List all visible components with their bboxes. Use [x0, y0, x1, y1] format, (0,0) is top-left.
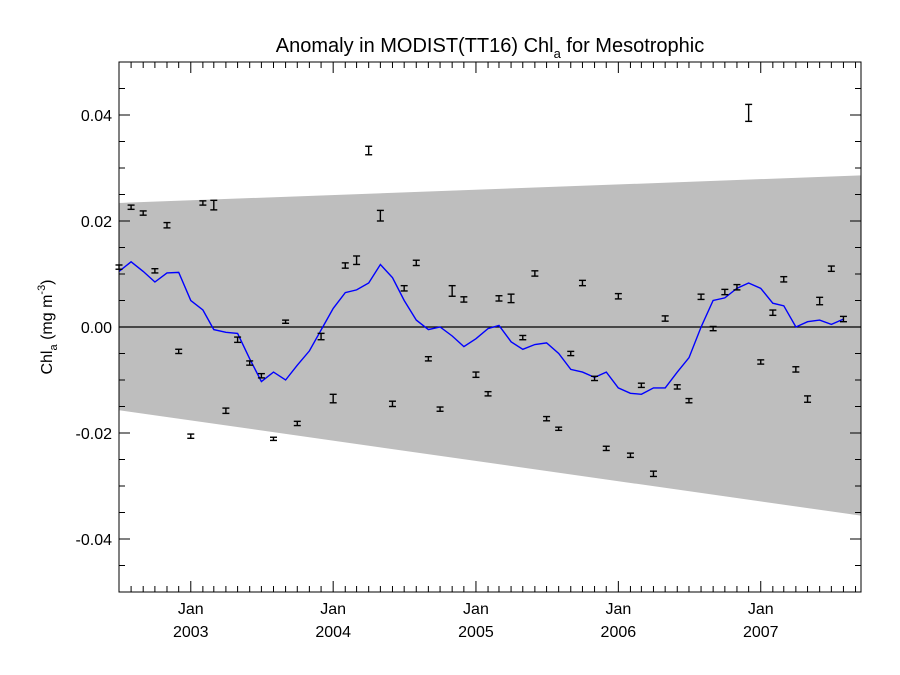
errorbar-point — [246, 360, 254, 366]
errorbar-point — [649, 470, 657, 478]
x-tick-label-year: 2007 — [743, 624, 779, 641]
errorbar-point — [484, 390, 492, 397]
errorbar-point — [151, 268, 159, 274]
x-axis: Jan 2003 Jan 2004 Jan 2005 Jan 2006 Jan 2007 — [118, 62, 857, 641]
errorbar-point — [293, 420, 301, 427]
errorbar-point — [709, 325, 717, 332]
x-tick-label-year: 2004 — [315, 624, 351, 641]
errorbar-layer — [115, 103, 847, 478]
errorbar-point — [661, 315, 669, 322]
errorbar-point — [637, 382, 645, 389]
confidence-band — [119, 175, 861, 516]
errorbar-point — [472, 371, 480, 379]
errorbar-point — [757, 359, 765, 365]
errorbar-point — [519, 334, 527, 341]
x-tick-label-month: Jan — [605, 601, 631, 618]
errorbar-point — [543, 415, 551, 422]
errorbar-point — [388, 400, 396, 408]
y-tick-label: 0.00 — [81, 320, 112, 337]
errorbar-point — [614, 292, 622, 300]
errorbar-point — [804, 395, 812, 403]
errorbar-point — [839, 315, 847, 323]
errorbar-point — [827, 265, 835, 273]
errorbar-point — [365, 145, 373, 156]
errorbar-point — [448, 284, 456, 297]
errorbar-point — [697, 293, 705, 301]
errorbar-point — [816, 296, 824, 306]
errorbar-point — [353, 255, 361, 266]
errorbar-point — [673, 384, 681, 390]
errorbar-point — [210, 199, 218, 211]
smoothed-series-line — [118, 260, 844, 396]
errorbar-point — [769, 309, 777, 317]
errorbar-point — [282, 319, 290, 324]
y-tick-label: -0.02 — [76, 426, 113, 443]
errorbar-point — [507, 293, 515, 304]
errorbar-point — [745, 103, 753, 123]
errorbar-point — [495, 295, 503, 302]
errorbar-point — [555, 426, 563, 432]
chart-title: Anomaly in MODIST(TT16) Chla for Mesotro… — [276, 35, 704, 61]
errorbar-point — [567, 350, 575, 357]
y-tick-label: -0.04 — [76, 532, 113, 549]
smoothed-line-layer — [118, 260, 844, 396]
errorbar-point — [234, 336, 242, 344]
errorbar-point — [792, 366, 800, 373]
errorbar-point — [460, 296, 468, 303]
errorbar-point — [436, 406, 444, 412]
errorbar-point — [329, 393, 337, 404]
errorbar-point — [685, 397, 693, 404]
errorbar-point — [733, 283, 741, 291]
y-axis-title: Chla (mg m-3) — [36, 279, 60, 374]
x-tick-label-year: 2006 — [601, 624, 637, 641]
errorbar-point — [400, 284, 408, 292]
errorbar-point — [127, 204, 135, 211]
x-tick-label-month: Jan — [320, 601, 346, 618]
errorbar-point — [412, 259, 420, 267]
errorbar-point — [721, 288, 729, 296]
errorbar-point — [269, 436, 277, 442]
x-tick-label-month: Jan — [178, 601, 204, 618]
errorbar-point — [139, 210, 147, 216]
errorbar-point — [591, 375, 599, 382]
x-tick-label-year: 2003 — [173, 624, 209, 641]
y-tick-label: 0.04 — [81, 108, 112, 125]
errorbar-point — [317, 332, 325, 341]
errorbar-point — [424, 355, 432, 362]
errorbar-point — [257, 372, 265, 379]
errorbar-point — [199, 200, 207, 206]
errorbar-point — [602, 445, 610, 452]
y-tick-label: 0.02 — [81, 214, 112, 231]
errorbar-point — [187, 433, 195, 439]
errorbar-point — [626, 452, 634, 459]
errorbar-point — [341, 262, 349, 269]
errorbar-point — [578, 279, 586, 287]
x-tick-label-year: 2005 — [458, 624, 494, 641]
errorbar-point — [376, 209, 384, 222]
errorbar-point — [175, 348, 183, 355]
y-axis: -0.04 -0.02 0.00 0.02 0.04 — [76, 61, 861, 593]
errorbar-point — [222, 407, 230, 415]
errorbar-point — [531, 270, 539, 277]
confidence-band-layer — [119, 175, 861, 516]
x-tick-label-month: Jan — [463, 601, 489, 618]
errorbar-point — [163, 221, 171, 229]
errorbar-point — [780, 275, 788, 283]
x-tick-label-month: Jan — [748, 601, 774, 618]
